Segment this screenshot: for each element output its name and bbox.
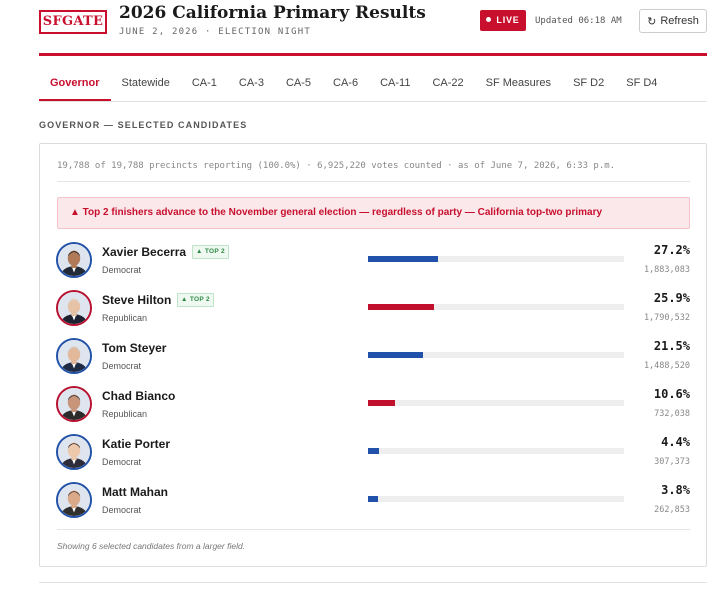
vote-share-bar: [368, 448, 624, 454]
top-two-banner: ▲ Top 2 finishers advance to the Novembe…: [57, 197, 690, 229]
vote-count: 262,853: [654, 505, 690, 515]
race-tabs: Governor Statewide CA-1 CA-3 CA-5 CA-6 CA-11 CA…: [39, 70, 707, 102]
top-two-badge: ▲ TOP 2: [177, 293, 214, 307]
tab-ca-5[interactable]: CA-5: [285, 77, 312, 89]
refresh-button[interactable]: ↻ Refresh: [639, 9, 707, 33]
vote-share-fill: [368, 352, 423, 358]
vote-count: 1,790,532: [643, 313, 690, 323]
candidate-list: Xavier Becerra ▲ TOP 2 Democrat 27.2% 1,883,…: [56, 238, 690, 526]
candidate-photo-icon: [58, 340, 90, 372]
tab-sf-d2[interactable]: SF D2: [573, 77, 605, 89]
tab-sf-d4[interactable]: SF D4: [626, 77, 658, 89]
vote-count: 307,373: [654, 457, 690, 467]
candidate-name: Tom Steyer: [102, 341, 167, 355]
candidate-name: Katie Porter: [102, 437, 171, 451]
tab-sf-measures[interactable]: SF Measures: [485, 77, 552, 89]
candidate-party: Democrat: [102, 361, 142, 371]
results-card: 19,788 of 19,788 precincts reporting (10…: [39, 143, 707, 567]
tab-ca-11[interactable]: CA-11: [380, 77, 411, 89]
refresh-label: Refresh: [660, 15, 699, 27]
candidate-photo-icon: [58, 388, 90, 420]
candidate-avatar: [56, 290, 92, 326]
tab-governor[interactable]: Governor: [39, 70, 111, 101]
vote-share-fill: [368, 400, 396, 406]
candidate-row[interactable]: Xavier Becerra ▲ TOP 2 Democrat 27.2% 1,883,…: [56, 238, 690, 286]
candidate-row[interactable]: Steve Hilton ▲ TOP 2 Republican 25.9% 1,790,…: [56, 286, 690, 334]
candidate-name: Xavier Becerra: [102, 245, 187, 259]
candidate-avatar: [56, 386, 92, 422]
vote-share-bar: [368, 304, 624, 310]
candidate-name: Chad Bianco: [102, 389, 176, 403]
footnote: Showing 6 selected candidates from a lar…: [57, 529, 690, 551]
updated-timestamp: Updated 06:18 AM: [535, 16, 622, 26]
tab-ca-1[interactable]: CA-1: [191, 77, 217, 89]
top-two-badge: ▲ TOP 2: [192, 245, 229, 259]
live-label: LIVE: [496, 15, 520, 25]
vote-share-bar: [368, 352, 624, 358]
vote-count: 1,488,520: [643, 361, 690, 371]
vote-percentage: 4.4%: [661, 435, 690, 449]
candidate-row[interactable]: Tom Steyer Democrat 21.5% 1,488,520: [56, 334, 690, 382]
vote-share-bar: [368, 496, 624, 502]
candidate-photo-icon: [58, 244, 90, 276]
refresh-icon: ↻: [647, 15, 657, 28]
tab-statewide[interactable]: Statewide: [121, 77, 170, 89]
tab-ca-6[interactable]: CA-6: [333, 77, 359, 89]
live-badge: LIVE: [480, 10, 526, 31]
vote-share-fill: [368, 256, 438, 262]
vote-percentage: 10.6%: [653, 387, 690, 401]
candidate-avatar: [56, 242, 92, 278]
candidate-party: Republican: [102, 313, 148, 323]
candidate-party: Democrat: [102, 265, 142, 275]
candidate-avatar: [56, 338, 92, 374]
vote-share-bar: [368, 256, 624, 262]
page-title: 2026 California Primary Results: [119, 3, 426, 23]
tab-ca-22[interactable]: CA-22: [432, 77, 464, 89]
candidate-row[interactable]: Matt Mahan Democrat 3.8% 262,853: [56, 478, 690, 526]
vote-count: 732,038: [654, 409, 690, 419]
candidate-avatar: [56, 434, 92, 470]
vote-percentage: 3.8%: [661, 483, 690, 497]
precincts-reporting: 19,788 of 19,788 precincts reporting (10…: [57, 161, 690, 182]
vote-count: 1,883,083: [643, 265, 690, 275]
candidate-name: Steve Hilton: [102, 293, 172, 307]
vote-share-bar: [368, 400, 624, 406]
vote-percentage: 21.5%: [653, 339, 690, 353]
candidate-avatar: [56, 482, 92, 518]
divider: [39, 582, 707, 583]
candidate-party: Democrat: [102, 457, 142, 467]
vote-percentage: 27.2%: [653, 243, 690, 257]
candidate-row[interactable]: Katie Porter Democrat 4.4% 307,373: [56, 430, 690, 478]
sfgate-logo[interactable]: SFGATE: [39, 10, 107, 34]
page-header: SFGATE 2026 California Primary Results J…: [39, 0, 707, 56]
candidate-photo-icon: [58, 436, 90, 468]
candidate-row[interactable]: Chad Bianco Republican 10.6% 732,038: [56, 382, 690, 430]
tab-ca-3[interactable]: CA-3: [238, 77, 264, 89]
page-subtitle: JUNE 2, 2026 · ELECTION NIGHT: [119, 27, 311, 37]
vote-percentage: 25.9%: [653, 291, 690, 305]
candidate-party: Democrat: [102, 505, 142, 515]
candidate-photo-icon: [58, 484, 90, 516]
live-dot-icon: [486, 17, 492, 22]
vote-share-fill: [368, 304, 435, 310]
vote-share-fill: [368, 496, 378, 502]
candidate-name: Matt Mahan: [102, 485, 168, 499]
section-label: GOVERNOR — SELECTED CANDIDATES: [39, 120, 248, 130]
candidate-photo-icon: [58, 292, 90, 324]
vote-share-fill: [368, 448, 380, 454]
candidate-party: Republican: [102, 409, 148, 419]
